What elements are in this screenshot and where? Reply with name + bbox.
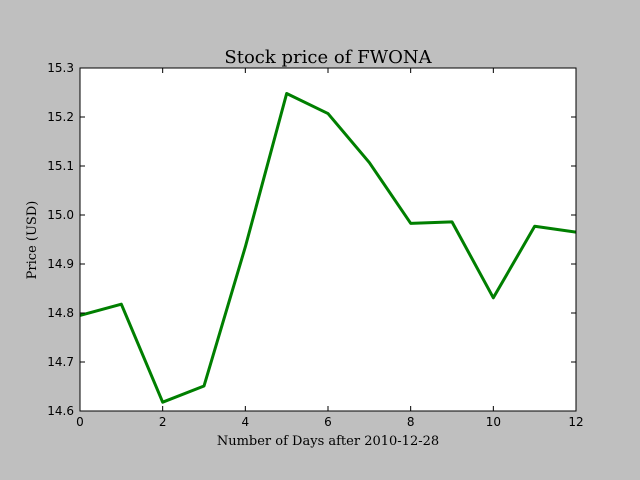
y-tick-label: 15.3 <box>47 61 74 75</box>
plot-area <box>80 68 576 411</box>
chart-title: Stock price of FWONA <box>224 47 432 68</box>
y-axis-label: Price (USD) <box>25 201 40 280</box>
series-line-0 <box>80 91 576 404</box>
x-tick-label: 2 <box>159 415 167 429</box>
x-tick-label: 6 <box>324 415 332 429</box>
x-tick-label: 0 <box>76 415 84 429</box>
x-tick-label: 4 <box>242 415 250 429</box>
y-tick-label: 15.1 <box>47 159 74 173</box>
y-tick-label: 14.6 <box>47 404 74 418</box>
series-layer <box>80 91 576 404</box>
y-tick-label: 15.0 <box>47 208 74 222</box>
x-tick-label: 12 <box>568 415 583 429</box>
x-tick-label: 10 <box>486 415 501 429</box>
y-tick-label: 14.9 <box>47 257 74 271</box>
y-tick-label: 14.7 <box>47 355 74 369</box>
y-tick-label: 14.8 <box>47 306 74 320</box>
x-tick-label: 8 <box>407 415 415 429</box>
x-axis-label: Number of Days after 2010-12-28 <box>217 434 439 449</box>
y-tick-label: 15.2 <box>47 110 74 124</box>
ticks-layer: 0 2 4 6 8 10 12 14.6 14.7 14.8 14.9 15.0 15.1 15.2 15.… <box>47 61 583 429</box>
